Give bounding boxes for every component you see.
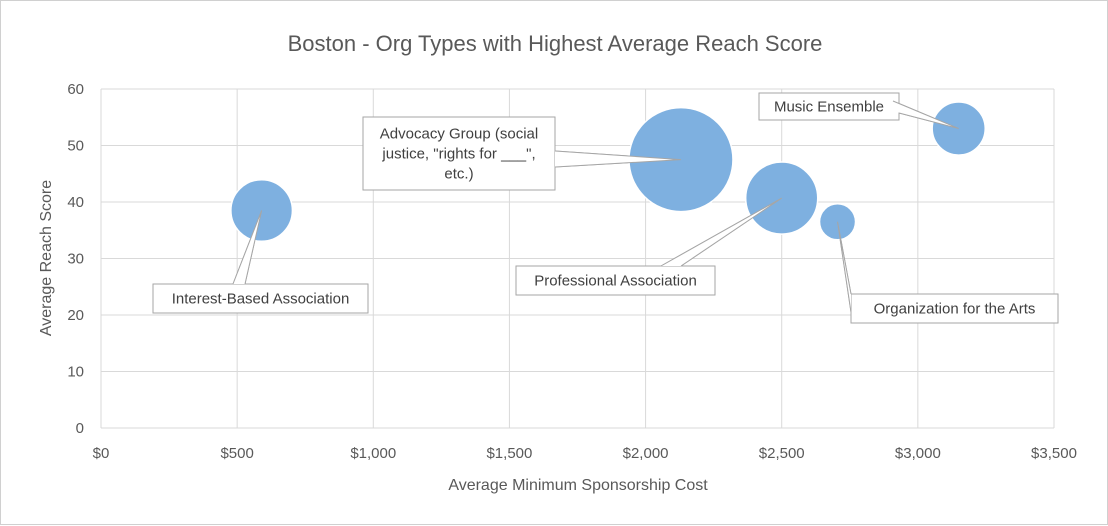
y-tick-label: 40 [67,194,84,211]
x-tick-label: $3,500 [1031,445,1077,462]
x-tick-label: $0 [93,445,110,462]
y-tick-label: 0 [76,420,84,437]
bubbles [230,101,986,242]
y-axis-ticks: 0 10 20 30 40 50 60 [67,81,84,437]
callout-pointer-edge [892,100,959,130]
x-tick-label: $1,500 [486,445,532,462]
callouts: Interest-Based Association Advocacy Group… [152,92,1059,324]
data-label: Advocacy Group (social justice, "rights f… [380,126,538,183]
x-tick-label: $1,000 [350,445,396,462]
y-tick-label: 20 [67,307,84,324]
data-label: Organization for the Arts [874,301,1036,318]
data-label: Music Ensemble [774,99,884,116]
callout-pointer-edge [837,221,852,313]
callout-box [515,265,716,296]
callout-box [758,92,900,121]
callout-pointer-fill [555,151,681,167]
callout-pointer-edge [554,150,682,168]
callout-pointer-edge [232,210,263,285]
x-axis-ticks: $0 $500 $1,000 $1,500 $2,000 $2,500 $3,000 $3,5… [93,445,1077,462]
x-axis-title: Average Minimum Sponsorship Cost [448,477,708,494]
y-axis-title: Average Reach Score [38,180,55,336]
y-tick-label: 10 [67,364,84,381]
x-tick-label: $500 [220,445,253,462]
callout-box [362,116,556,191]
callout-box [152,283,369,314]
x-tick-label: $2,500 [759,445,805,462]
data-label: Interest-Based Association [172,291,350,308]
x-tick-label: $3,000 [895,445,941,462]
callout-pointer-edge [660,197,782,267]
y-tick-label: 60 [67,81,84,98]
y-tick-label: 50 [67,138,84,155]
y-tick-label: 30 [67,251,84,268]
x-tick-label: $2,000 [623,445,669,462]
chart-title: Boston - Org Types with Highest Average … [288,31,823,56]
data-label: Professional Association [534,273,697,290]
